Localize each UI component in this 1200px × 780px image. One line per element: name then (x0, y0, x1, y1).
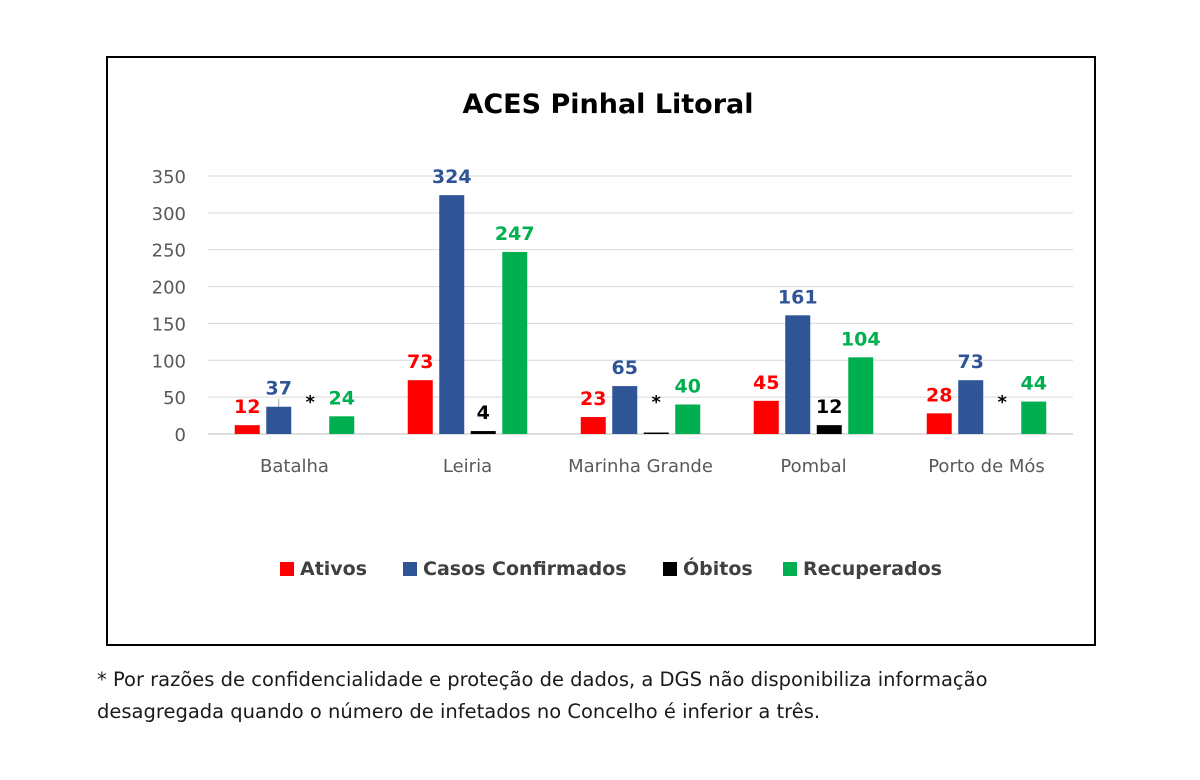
bar (612, 386, 638, 434)
bar (753, 400, 779, 434)
bar (407, 380, 433, 434)
data-label: * (652, 392, 662, 413)
data-label: 45 (753, 372, 779, 394)
footnote-line-1: * Por razões de confidencialidade e prot… (97, 668, 988, 691)
bar (958, 380, 984, 434)
x-tick-label: Leiria (443, 456, 492, 477)
chart-title: ACES Pinhal Litoral (462, 89, 753, 120)
legend-swatch (280, 562, 294, 576)
data-label: 324 (432, 166, 472, 188)
x-tick-label: Marinha Grande (568, 456, 713, 477)
x-axis-ticks: Batalha Leiria Marinha Grande Pombal Porto d… (260, 456, 1045, 477)
legend-swatch (403, 562, 417, 576)
bar (329, 416, 355, 434)
data-label: 23 (580, 388, 606, 410)
bar (266, 406, 292, 434)
bar (470, 431, 496, 434)
x-tick-label: Pombal (780, 456, 846, 477)
bars (234, 195, 1047, 434)
bar-chart: ACES Pinhal Litoral 0 50 100 150 200 250 300 35… (152, 89, 1073, 580)
bar (926, 413, 952, 434)
y-axis-ticks: 0 50 100 150 200 250 300 350 (152, 167, 186, 446)
data-label: 37 (266, 378, 292, 400)
gridlines (208, 175, 1073, 435)
data-label: 12 (234, 396, 260, 418)
legend-swatch (663, 562, 677, 576)
legend-label: Ativos (300, 558, 367, 580)
legend-label: Casos Confirmados (423, 558, 627, 580)
data-label: 73 (958, 351, 984, 373)
data-label: 247 (495, 223, 535, 245)
data-label: 161 (778, 286, 818, 308)
data-label: 65 (612, 357, 638, 379)
bar (502, 251, 528, 434)
y-tick-label: 50 (163, 388, 186, 409)
bar (234, 425, 260, 434)
footnote: * Por razões de confidencialidade e prot… (97, 664, 1187, 728)
data-label: 40 (675, 376, 701, 398)
legend-swatch (783, 562, 797, 576)
bar (580, 417, 606, 434)
y-tick-label: 200 (152, 278, 186, 299)
data-label: 44 (1021, 373, 1047, 395)
x-tick-label: Porto de Mós (928, 456, 1045, 477)
legend-label: Óbitos (683, 556, 753, 580)
y-tick-label: 100 (152, 351, 186, 372)
y-tick-label: 350 (152, 167, 186, 188)
bar (785, 315, 811, 434)
chart-frame: ACES Pinhal Litoral 0 50 100 150 200 250 300 35… (106, 56, 1096, 646)
legend: Ativos Casos Confirmados Óbitos Recuperados (280, 556, 942, 580)
data-label: 28 (926, 384, 952, 406)
bar (816, 425, 842, 434)
y-tick-label: 300 (152, 204, 186, 225)
data-label: 73 (407, 351, 433, 373)
bar (439, 195, 465, 434)
data-label: 104 (841, 328, 881, 350)
x-tick-label: Batalha (260, 456, 329, 477)
data-label: 12 (816, 396, 842, 418)
legend-label: Recuperados (803, 558, 942, 580)
data-label: 24 (329, 387, 355, 409)
data-labels: 12 37 * 24 73 324 4 247 23 65 * 40 45 161 12 104 28 73 * 44 (234, 166, 1047, 424)
bar (675, 404, 701, 434)
data-label: * (998, 392, 1008, 413)
data-label: 4 (477, 402, 490, 424)
bar (1021, 401, 1047, 434)
y-tick-label: 250 (152, 241, 186, 262)
footnote-line-2: desagregada quando o número de infetados… (97, 700, 821, 723)
y-tick-label: 150 (152, 314, 186, 335)
bar (643, 432, 669, 434)
data-label: * (306, 392, 316, 413)
y-tick-label: 0 (175, 425, 186, 446)
bar (848, 357, 874, 434)
